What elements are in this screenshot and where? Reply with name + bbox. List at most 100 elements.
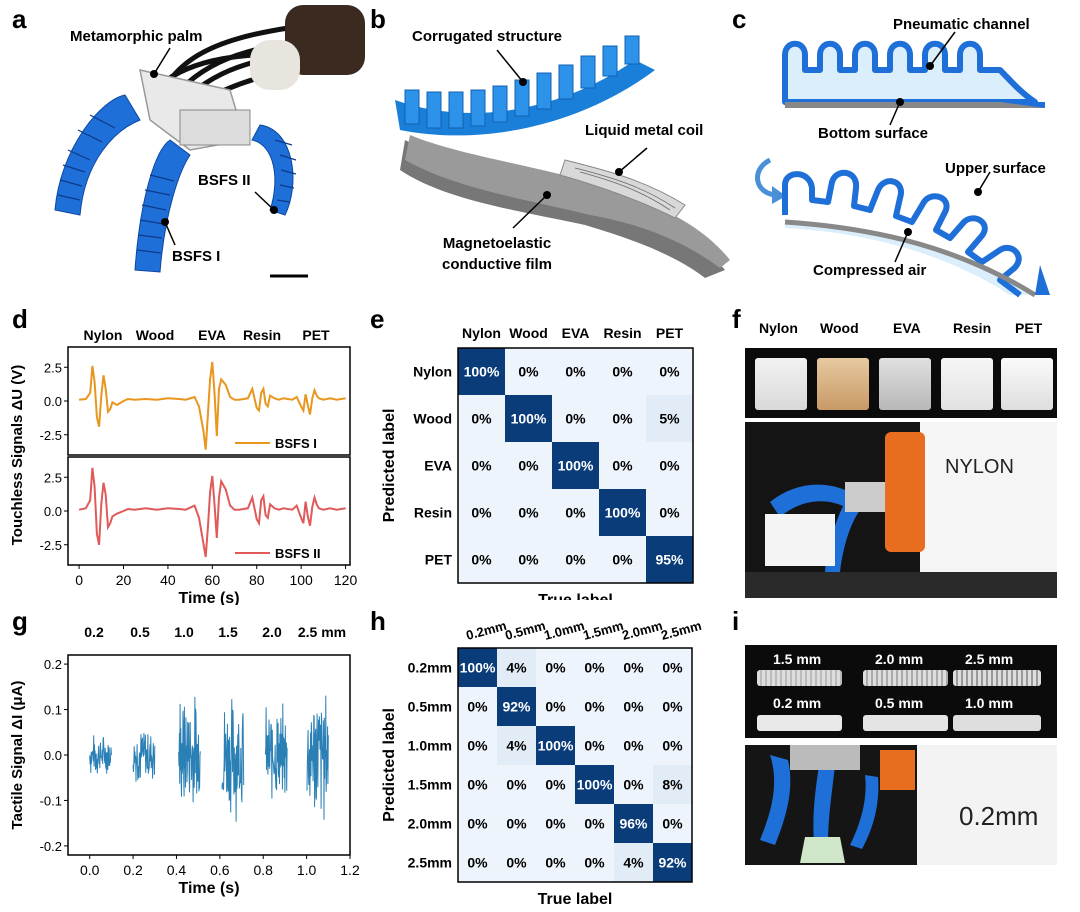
y-tick-label: -2.5	[40, 428, 62, 443]
matrix-cell-label: 96%	[619, 816, 648, 832]
nylon-block	[755, 358, 807, 410]
matrix-cell	[505, 395, 552, 442]
touchless-signal-chart: Nylon Wood EVA Resin PET 2.5 0.0 -2.5 BSFS I 2.5 0…	[9, 327, 357, 605]
matrix-cell-label: 0%	[662, 738, 683, 754]
matrix-cell	[599, 348, 646, 395]
y-category-label: Nylon	[413, 364, 452, 380]
matrix-cell	[575, 687, 614, 726]
material-name-eva: EVA	[893, 320, 921, 336]
y-axis-label: Touchless Signals ΔU (V)	[9, 365, 26, 546]
y-category-label: Wood	[413, 411, 452, 427]
matrix-frame	[457, 347, 694, 584]
y-tick-label: 2.5	[44, 360, 62, 375]
y-tick-label: 0.0	[44, 394, 62, 409]
matrix-cell	[653, 804, 692, 843]
matrix-cell	[614, 687, 653, 726]
matrix-cell-label: 0%	[612, 364, 633, 380]
x-tick-label: 80	[249, 572, 265, 588]
label-pneumatic-channel: Pneumatic channel	[893, 16, 1030, 33]
matrix-cell	[575, 843, 614, 882]
matrix-cell	[458, 395, 505, 442]
x-category-label: 1.0mm	[542, 618, 586, 643]
matrix-cell-label: 0%	[545, 816, 566, 832]
matrix-cell	[458, 687, 497, 726]
matrix-cell-label: 0%	[584, 699, 605, 715]
top-material-label: Wood	[136, 327, 175, 343]
matrix-cell-label: 0%	[471, 552, 492, 568]
matrix-cell	[505, 348, 552, 395]
grasping-scene-photo: NYLON	[745, 422, 1057, 598]
matrix-cell-label: 0%	[471, 505, 492, 521]
top-thickness-label: 2.5 mm	[298, 624, 346, 640]
nylon-block-in-scene	[765, 514, 835, 566]
y-category-label: 1.5mm	[408, 777, 452, 793]
top-material-label: Resin	[243, 327, 281, 343]
matrix-cell	[599, 395, 646, 442]
matrix-cell	[536, 843, 575, 882]
x-tick-label: 0.8	[253, 862, 273, 878]
matrix-cell	[646, 395, 693, 442]
matrix-cell	[653, 687, 692, 726]
pet-block	[1001, 358, 1053, 410]
tactile-burst-4	[221, 699, 245, 822]
matrix-cell-label: 100%	[460, 660, 496, 676]
matrix-cell-label: 5%	[659, 411, 680, 427]
gripper-photo	[30, 0, 370, 295]
matrix-cell-label: 0%	[623, 777, 644, 793]
matrix-cell	[497, 765, 536, 804]
label-upper-surface: Upper surface	[945, 160, 1046, 177]
matrix-cell-label: 0%	[506, 855, 527, 871]
tactile-burst-5	[264, 703, 288, 799]
y-tick-label: 0.0	[44, 504, 62, 519]
matrix-cell-label: 0%	[545, 699, 566, 715]
matrix-cell	[458, 726, 497, 765]
matrix-cell-label: 4%	[506, 660, 527, 676]
matrix-cell-label: 0%	[662, 699, 683, 715]
matrix-cell-label: 0%	[545, 660, 566, 676]
x-tick-label: 0	[75, 572, 83, 588]
y-category-label: PET	[425, 552, 453, 568]
x-category-label: Nylon	[462, 325, 501, 341]
matrix-cell	[575, 804, 614, 843]
matrix-cell-label: 0%	[506, 816, 527, 832]
x-category-label: 2.5mm	[659, 618, 703, 643]
x-tick-label: 0.2	[123, 862, 143, 878]
matrix-cell	[505, 536, 552, 583]
matrix-cell	[646, 442, 693, 489]
x-category-label: 1.5mm	[581, 618, 625, 643]
panel-label-f: f	[732, 304, 741, 334]
signal-line-1	[78, 361, 346, 450]
matrix-cell-label: 0%	[506, 777, 527, 793]
label-corrugated-structure: Corrugated structure	[412, 28, 563, 45]
sample-2-0mm	[863, 670, 948, 686]
matrix-cell	[646, 489, 693, 536]
sample-label-1-0: 1.0 mm	[965, 695, 1014, 711]
label-bsfs-ii: BSFS II	[198, 172, 251, 189]
matrix-cell	[497, 648, 536, 687]
matrix-cell-label: 0%	[584, 660, 605, 676]
table-surface	[745, 572, 1057, 598]
pneumatic-schematic	[750, 10, 1075, 300]
tactile-scene-photo: 0.2mm	[745, 745, 1057, 865]
y-category-label: EVA	[424, 458, 452, 474]
matrix-cell	[505, 442, 552, 489]
y-tick-label: -2.5	[40, 538, 62, 553]
matrix-cell-label: 0%	[518, 505, 539, 521]
matrix-cell-label: 0%	[518, 552, 539, 568]
material-samples-photo	[745, 348, 1057, 418]
matrix-cell	[552, 348, 599, 395]
matrix-cell	[497, 726, 536, 765]
gripper-illustration	[54, 5, 365, 278]
tactile-burst-1	[89, 735, 112, 774]
gripper-scene-i	[760, 745, 915, 863]
matrix-cell	[552, 536, 599, 583]
label-film-line1: Magnetoelastic	[442, 235, 552, 252]
x-tick-label: 100	[289, 572, 313, 588]
label-liquid-metal-coil: Liquid metal coil	[585, 122, 704, 139]
matrix-cell	[614, 843, 653, 882]
y-tick-label: -0.1	[40, 793, 62, 808]
matrix-cell-label: 95%	[655, 552, 684, 568]
matrix-cell-label: 0%	[623, 699, 644, 715]
matrix-cell-label: 92%	[658, 855, 687, 871]
matrix-cell	[505, 489, 552, 536]
